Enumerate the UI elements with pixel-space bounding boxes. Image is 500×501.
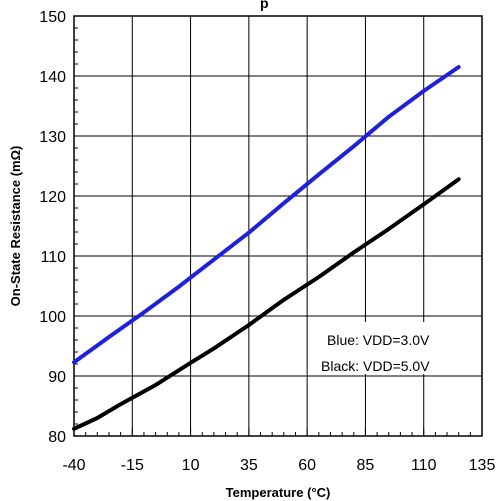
x-tick-label: 10 xyxy=(182,457,200,474)
x-tick-label: 35 xyxy=(240,457,258,474)
y-tick-label: 150 xyxy=(39,9,66,26)
legend-box xyxy=(318,322,474,374)
y-tick-label: 80 xyxy=(48,429,66,446)
y-tick-label: 120 xyxy=(39,189,66,206)
series-line-0 xyxy=(72,65,461,365)
legend-black: Black: VDD=5.0V xyxy=(321,358,430,374)
x-axis-title: Temperature (°C) xyxy=(226,485,331,500)
x-tick-label: 85 xyxy=(357,457,375,474)
x-tick-label: 60 xyxy=(298,457,316,474)
axis-ticks xyxy=(73,15,483,437)
x-tick-label: 135 xyxy=(469,457,496,474)
y-tick-label: 110 xyxy=(40,249,66,266)
grid xyxy=(74,16,482,436)
x-tick-label: -40 xyxy=(62,457,85,474)
x-tick-label: 110 xyxy=(411,457,437,474)
y-tick-label: 130 xyxy=(39,129,66,146)
y-tick-label: 100 xyxy=(39,309,66,326)
y-tick-label: 140 xyxy=(39,69,66,86)
tick-labels: -40 -15 10 35 60 85 110 135 80 90 100 110 120 130 140 1… xyxy=(39,9,495,474)
chart-title: p xyxy=(260,0,269,11)
plot-frame xyxy=(73,15,483,437)
series-line-1 xyxy=(72,177,461,431)
y-axis-title: On-State Resistance (mΩ) xyxy=(8,146,23,307)
series-layer xyxy=(72,65,461,431)
legend-blue: Blue: VDD=3.0V xyxy=(327,332,430,348)
x-tick-label: -15 xyxy=(121,457,144,474)
y-tick-label: 90 xyxy=(48,369,66,386)
